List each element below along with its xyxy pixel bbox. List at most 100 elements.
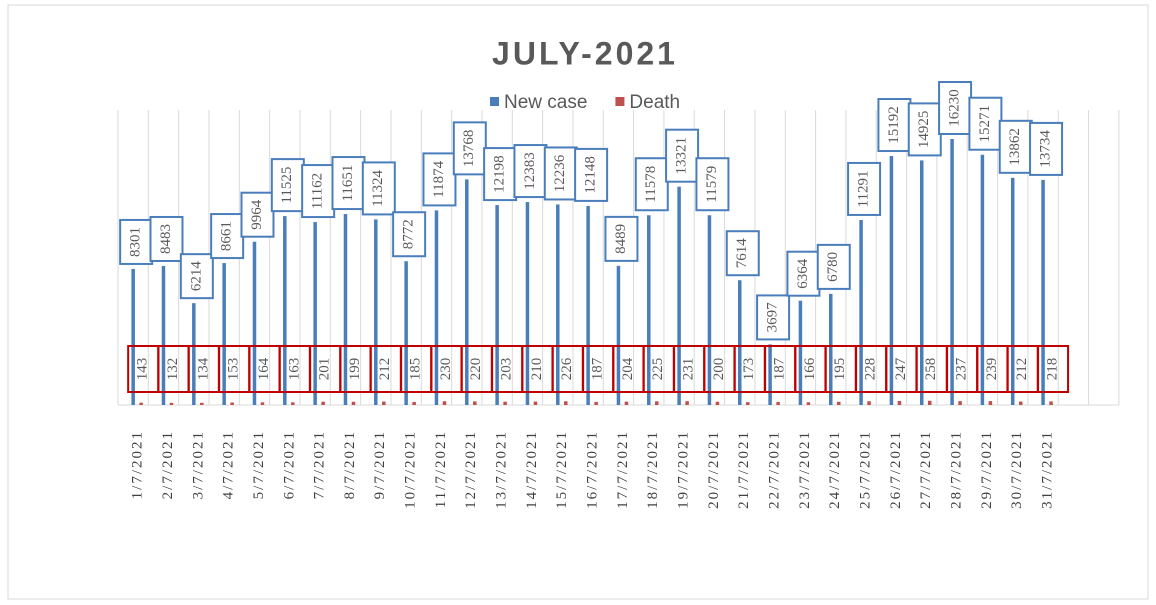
x-tick-label: 5/7/2021: [251, 430, 267, 499]
value-label: 11324: [370, 169, 386, 206]
x-tick-label: 15/7/2021: [554, 430, 570, 509]
bar: [131, 268, 135, 405]
value-label: 203: [499, 358, 515, 381]
bar: [473, 401, 477, 405]
x-tick-label: 25/7/2021: [858, 430, 874, 509]
bar: [950, 139, 954, 405]
x-tick-label: 9/7/2021: [372, 430, 388, 499]
x-tick-label: 19/7/2021: [676, 430, 692, 509]
x-tick-label: 24/7/2021: [827, 430, 843, 509]
value-label: 187: [772, 357, 788, 380]
value-label-box: [634, 157, 669, 212]
x-tick-label: 23/7/2021: [797, 430, 813, 509]
value-label: 8483: [158, 224, 174, 254]
bar: [374, 219, 378, 405]
value-label-box: [149, 215, 184, 262]
value-label: 13768: [461, 130, 477, 168]
bar: [321, 401, 325, 405]
bar: [919, 160, 924, 405]
bar: [139, 402, 143, 405]
bar: [586, 205, 590, 405]
value-label: 199: [347, 358, 363, 381]
value-label-box: [574, 147, 609, 202]
x-tick-label: 12/7/2021: [463, 430, 479, 509]
value-label: 166: [802, 357, 818, 380]
bar: [1049, 401, 1053, 405]
value-label-box: [907, 102, 942, 157]
bar: [594, 401, 598, 405]
x-tick-label: 1/7/2021: [130, 430, 146, 499]
value-label-box: [725, 230, 760, 277]
bar: [1018, 401, 1023, 405]
value-label: 164: [256, 357, 272, 380]
x-tick-label: 20/7/2021: [706, 430, 722, 509]
value-label: 16230: [947, 89, 963, 127]
value-label: 14925: [916, 111, 932, 149]
value-label: 15192: [886, 106, 902, 143]
bar: [230, 402, 234, 405]
x-tick-label: 18/7/2021: [645, 430, 661, 509]
bar: [958, 401, 962, 405]
bar: [351, 401, 356, 405]
x-tick-label: 13/7/2021: [494, 430, 510, 509]
bar: [715, 401, 720, 405]
value-label: 212: [377, 358, 393, 381]
bar: [291, 402, 295, 405]
x-tick-label: 27/7/2021: [918, 430, 934, 509]
value-label: 13862: [1007, 128, 1023, 166]
bar: [252, 241, 257, 405]
value-label: 132: [165, 358, 181, 381]
legend-label: New case: [504, 92, 587, 113]
bar: [404, 261, 408, 405]
x-tick-label: 10/7/2021: [403, 430, 419, 509]
x-tick-label: 22/7/2021: [767, 430, 783, 509]
bar: [647, 215, 651, 405]
bar: [1041, 179, 1045, 405]
value-label: 12148: [583, 156, 599, 194]
value-label-box: [270, 158, 305, 213]
bar: [564, 401, 568, 405]
value-label: 258: [923, 358, 939, 381]
legend-label: Death: [629, 92, 680, 113]
x-tick-label: 16/7/2021: [585, 430, 601, 509]
bar: [624, 401, 629, 405]
bar: [897, 400, 902, 405]
bar: [685, 401, 689, 405]
bar: [980, 154, 985, 405]
bar: [707, 215, 712, 405]
value-label: 13734: [1038, 130, 1054, 168]
bar: [655, 401, 659, 405]
value-label-box: [968, 96, 1003, 151]
value-label: 225: [650, 358, 666, 381]
bar: [412, 401, 416, 405]
bar: [768, 344, 772, 405]
bar: [988, 401, 993, 405]
value-label: 11291: [856, 170, 872, 207]
value-label: 8489: [613, 224, 629, 254]
value-label: 163: [286, 358, 302, 381]
value-label-box: [361, 161, 396, 216]
bar: [889, 156, 894, 405]
value-label: 153: [226, 358, 242, 381]
bar: [738, 280, 742, 405]
bar: [677, 186, 681, 405]
x-tick-label: 31/7/2021: [1040, 430, 1056, 509]
value-label-box: [452, 121, 487, 176]
bar: [495, 205, 499, 405]
bar: [776, 401, 780, 405]
value-label-box: [786, 250, 821, 297]
value-label: 8661: [219, 221, 235, 251]
value-label: 6214: [188, 261, 204, 292]
value-label: 7614: [734, 238, 750, 269]
bar: [434, 210, 439, 405]
value-label: 8772: [401, 219, 417, 249]
x-tick-label: 17/7/2021: [615, 430, 631, 509]
value-label: 13321: [674, 137, 690, 175]
value-label: 204: [620, 357, 636, 380]
value-label-box: [665, 128, 700, 183]
value-label-box: [847, 161, 882, 216]
value-label: 11578: [643, 166, 659, 203]
value-label: 218: [1045, 358, 1061, 381]
value-label: 11651: [340, 165, 356, 202]
